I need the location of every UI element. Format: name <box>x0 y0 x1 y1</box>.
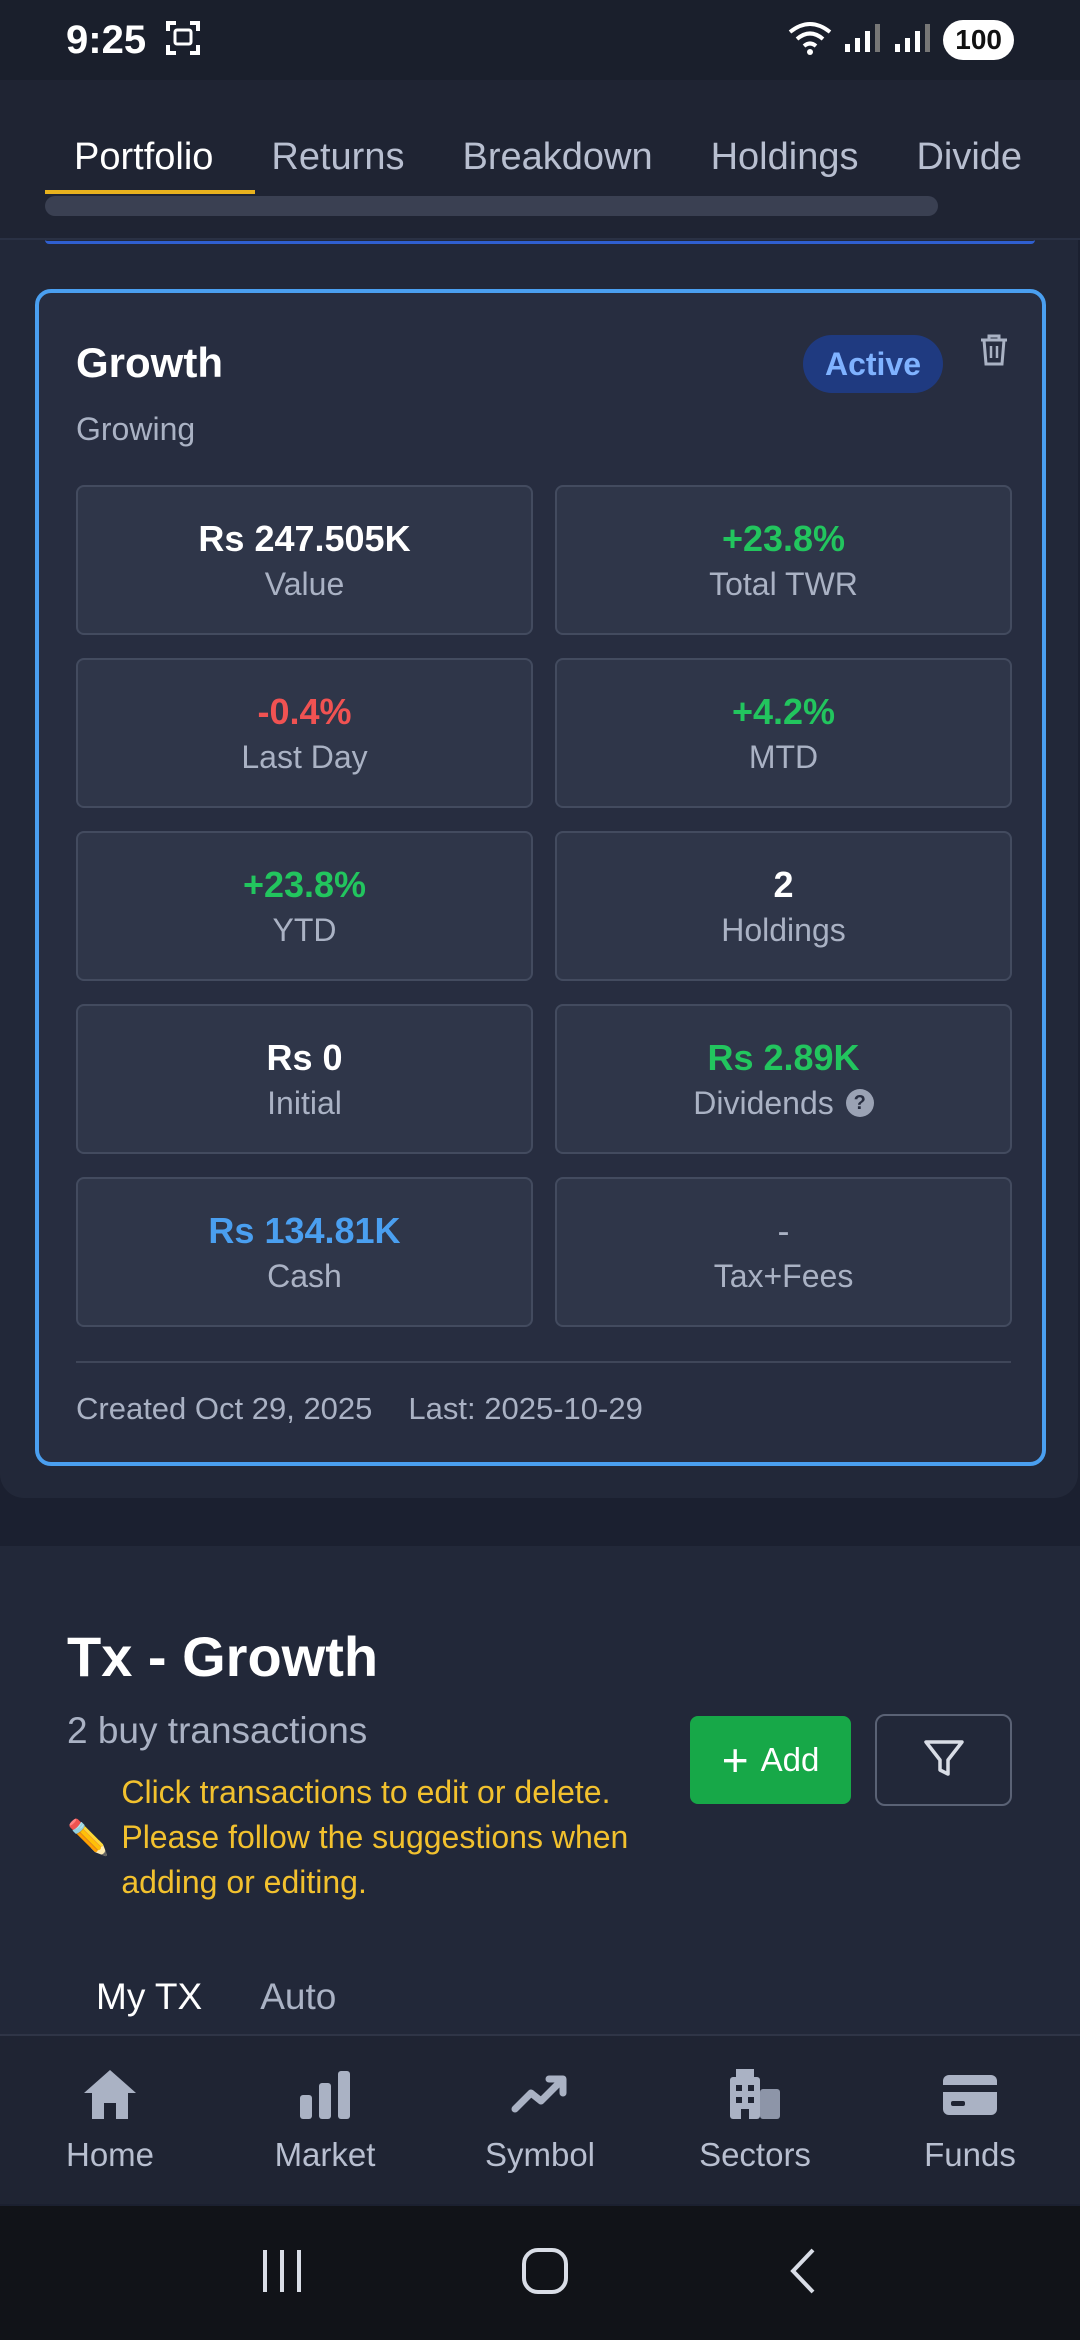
trash-icon[interactable] <box>979 333 1015 373</box>
metric-value: Rs 247.505K Value <box>76 485 533 635</box>
metric-cash: Rs 134.81K Cash <box>76 1177 533 1327</box>
nav-funds-label: Funds <box>924 2135 1016 2173</box>
metric-total-twr-amount: +23.8% <box>721 517 846 559</box>
metric-last-day: -0.4% Last Day <box>76 658 533 808</box>
bar-chart-icon <box>296 2067 354 2126</box>
top-tab-bar: Portfolio Returns Breakdown Holdings Div… <box>0 80 1080 240</box>
card-footer: Created Oct 29, 2025 Last: 2025-10-29 <box>76 1391 643 1427</box>
tab-breakdown[interactable]: Breakdown <box>462 135 653 178</box>
previous-card-edge <box>45 240 1035 244</box>
wallet-icon <box>941 2067 999 2126</box>
metric-dividends-label: Dividends <box>693 1084 834 1121</box>
bottom-navigation: Home Market Symbol Sectors Funds <box>0 2034 1080 2204</box>
signal-icon-2 <box>893 22 933 59</box>
battery-indicator: 100 <box>943 20 1014 60</box>
metric-initial-amount: Rs 0 <box>266 1036 343 1078</box>
metric-ytd-label: YTD <box>272 911 337 948</box>
metric-value-amount: Rs 247.505K <box>198 517 411 559</box>
nav-market[interactable]: Market <box>235 2036 415 2204</box>
metric-tax-fees-amount: - <box>777 1209 790 1251</box>
card-divider <box>76 1361 1011 1363</box>
portfolio-card[interactable]: Growth Growing Active Rs 247.505K Value … <box>35 289 1046 1466</box>
metric-dividends-amount: Rs 2.89K <box>707 1036 860 1078</box>
wifi-icon <box>787 20 833 61</box>
metric-total-twr: +23.8% Total TWR <box>555 485 1012 635</box>
back-icon[interactable] <box>783 2246 823 2301</box>
transactions-section: Tx - Growth 2 buy transactions ✏️ Click … <box>0 1546 1080 2046</box>
transactions-count: 2 buy transactions <box>67 1710 368 1751</box>
nav-funds[interactable]: Funds <box>880 2036 1060 2204</box>
nav-symbol[interactable]: Symbol <box>450 2036 630 2204</box>
transactions-title: Tx - Growth <box>67 1625 379 1688</box>
metric-dividends: Rs 2.89K Dividends? <box>555 1004 1012 1154</box>
home-button-icon[interactable] <box>520 2246 570 2301</box>
add-button-label: Add <box>760 1741 820 1778</box>
subtab-auto[interactable]: Auto <box>260 1976 337 2017</box>
metric-cash-label: Cash <box>267 1257 342 1294</box>
status-badge: Active <box>803 335 943 393</box>
transactions-hint: ✏️ Click transactions to edit or delete.… <box>67 1770 677 1905</box>
metric-holdings-amount: 2 <box>773 863 794 905</box>
screenshot-icon <box>164 19 202 62</box>
metric-initial: Rs 0 Initial <box>76 1004 533 1154</box>
nav-market-label: Market <box>274 2135 376 2173</box>
status-bar: 9:25 100 <box>0 0 1080 80</box>
tab-portfolio[interactable]: Portfolio <box>74 135 214 178</box>
metric-initial-label: Initial <box>267 1084 342 1121</box>
status-time: 9:25 <box>66 17 147 62</box>
metric-last-day-label: Last Day <box>241 738 368 775</box>
plus-icon: + <box>721 1734 749 1786</box>
transactions-hint-text: Click transactions to edit or delete. Pl… <box>121 1774 629 1900</box>
active-tab-indicator <box>45 190 255 194</box>
metric-total-twr-label: Total TWR <box>709 565 858 602</box>
metric-mtd-label: MTD <box>748 738 819 775</box>
pencil-icon: ✏️ <box>67 1819 110 1857</box>
metric-holdings: 2 Holdings <box>555 831 1012 981</box>
filter-icon <box>922 1736 966 1785</box>
metric-ytd-amount: +23.8% <box>242 863 367 905</box>
trend-up-icon <box>511 2067 569 2126</box>
nav-sectors[interactable]: Sectors <box>665 2036 845 2204</box>
metric-tax-fees: - Tax+Fees <box>555 1177 1012 1327</box>
subtab-my-tx[interactable]: My TX <box>96 1976 203 2017</box>
metric-cash-amount: Rs 134.81K <box>208 1209 401 1251</box>
nav-sectors-label: Sectors <box>699 2135 811 2173</box>
portfolio-description: Growing <box>76 411 196 447</box>
recent-apps-icon[interactable] <box>257 2248 307 2299</box>
metric-mtd: +4.2% MTD <box>555 658 1012 808</box>
signal-icon <box>843 22 883 59</box>
system-navigation-bar <box>0 2206 1080 2340</box>
metric-last-day-amount: -0.4% <box>257 690 352 732</box>
tab-holdings[interactable]: Holdings <box>710 135 859 178</box>
created-date: Created Oct 29, 2025 <box>76 1391 373 1426</box>
help-icon[interactable]: ? <box>845 1089 874 1117</box>
nav-home-label: Home <box>65 2135 155 2173</box>
nav-symbol-label: Symbol <box>484 2135 596 2173</box>
portfolio-name: Growth <box>76 339 223 386</box>
last-date: Last: 2025-10-29 <box>408 1391 643 1426</box>
home-icon <box>81 2067 139 2126</box>
metric-holdings-label: Holdings <box>721 911 846 948</box>
tab-returns[interactable]: Returns <box>271 135 405 178</box>
transaction-subtabs: My TX Auto <box>67 1976 365 2018</box>
nav-home[interactable]: Home <box>20 2036 200 2204</box>
metric-value-label: Value <box>264 565 345 602</box>
metric-tax-fees-label: Tax+Fees <box>713 1257 854 1294</box>
tab-scrollbar[interactable] <box>45 196 938 216</box>
filter-button[interactable] <box>875 1714 1012 1806</box>
metric-ytd: +23.8% YTD <box>76 831 533 981</box>
add-transaction-button[interactable]: + Add <box>690 1716 851 1804</box>
building-icon <box>726 2067 784 2126</box>
tab-dividends[interactable]: Divide <box>916 135 1023 178</box>
metric-mtd-amount: +4.2% <box>731 690 836 732</box>
